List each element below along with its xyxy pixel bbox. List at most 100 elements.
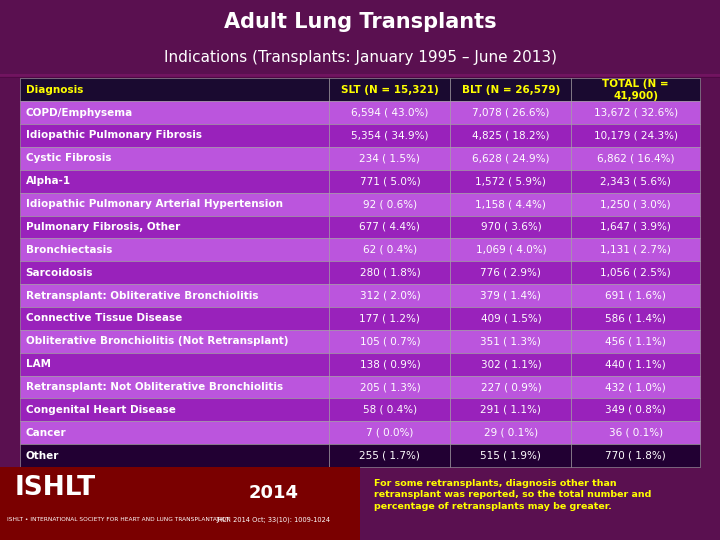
Bar [451, 193, 572, 215]
Bar [330, 101, 451, 124]
Bar [0, 76, 720, 77]
Text: 409 ( 1.5%): 409 ( 1.5%) [480, 313, 541, 323]
Text: 1,069 ( 4.0%): 1,069 ( 4.0%) [476, 245, 546, 255]
Bar [20, 284, 330, 307]
Bar [0, 75, 720, 77]
Text: 10,179 ( 24.3%): 10,179 ( 24.3%) [593, 131, 678, 140]
Bar [0, 75, 720, 77]
Text: 1,158 ( 4.4%): 1,158 ( 4.4%) [475, 199, 546, 209]
Bar [0, 75, 720, 77]
Bar [572, 238, 700, 261]
Bar [572, 284, 700, 307]
Text: 440 ( 1.1%): 440 ( 1.1%) [606, 359, 666, 369]
Text: Idiopathic Pulmonary Arterial Hypertension: Idiopathic Pulmonary Arterial Hypertensi… [26, 199, 282, 209]
Text: 456 ( 1.1%): 456 ( 1.1%) [606, 336, 666, 346]
Text: 1,250 ( 3.0%): 1,250 ( 3.0%) [600, 199, 671, 209]
Bar [20, 307, 330, 330]
Text: 351 ( 1.3%): 351 ( 1.3%) [480, 336, 541, 346]
Text: 205 ( 1.3%): 205 ( 1.3%) [359, 382, 420, 392]
Bar [572, 101, 700, 124]
Text: BLT (N = 26,579): BLT (N = 26,579) [462, 85, 560, 94]
Bar [20, 444, 330, 467]
Bar [0, 75, 720, 77]
Bar [572, 399, 700, 421]
Bar [330, 170, 451, 193]
Bar [330, 147, 451, 170]
Bar [0, 76, 720, 78]
Bar [330, 307, 451, 330]
Bar [451, 444, 572, 467]
Text: 312 ( 2.0%): 312 ( 2.0%) [359, 291, 420, 301]
Bar [0, 76, 720, 78]
Bar [20, 215, 330, 238]
Bar [0, 75, 720, 77]
Text: LAM: LAM [26, 359, 50, 369]
Bar [451, 399, 572, 421]
Text: 515 ( 1.9%): 515 ( 1.9%) [480, 451, 541, 461]
Bar [0, 76, 720, 77]
Bar [0, 76, 720, 78]
Bar [0, 76, 720, 78]
Bar [0, 76, 720, 78]
Bar [330, 193, 451, 215]
Bar [20, 399, 330, 421]
Text: 7,078 ( 26.6%): 7,078 ( 26.6%) [472, 107, 549, 118]
Text: 13,672 ( 32.6%): 13,672 ( 32.6%) [593, 107, 678, 118]
Bar [451, 421, 572, 444]
Text: 58 ( 0.4%): 58 ( 0.4%) [363, 405, 417, 415]
Bar [0, 76, 720, 78]
Text: For some retransplants, diagnosis other than
retransplant was reported, so the t: For some retransplants, diagnosis other … [374, 478, 652, 511]
Bar [572, 421, 700, 444]
Text: 291 ( 1.1%): 291 ( 1.1%) [480, 405, 541, 415]
Text: 677 ( 4.4%): 677 ( 4.4%) [359, 222, 420, 232]
Text: 138 ( 0.9%): 138 ( 0.9%) [359, 359, 420, 369]
Text: ISHLT • INTERNATIONAL SOCIETY FOR HEART AND LUNG TRANSPLANTATION: ISHLT • INTERNATIONAL SOCIETY FOR HEART … [7, 517, 231, 522]
Text: 177 ( 1.2%): 177 ( 1.2%) [359, 313, 420, 323]
Bar [20, 193, 330, 215]
Bar [451, 78, 572, 101]
Text: 7 ( 0.0%): 7 ( 0.0%) [366, 428, 413, 438]
Bar [572, 307, 700, 330]
Bar [0, 76, 720, 78]
Bar [451, 124, 572, 147]
Bar [0, 76, 720, 78]
Bar [451, 353, 572, 376]
Text: 771 ( 5.0%): 771 ( 5.0%) [359, 176, 420, 186]
Text: Retransplant: Not Obliterative Bronchiolitis: Retransplant: Not Obliterative Bronchiol… [26, 382, 283, 392]
Text: 1,056 ( 2.5%): 1,056 ( 2.5%) [600, 268, 671, 278]
Bar [0, 75, 720, 77]
Bar [451, 238, 572, 261]
Bar [451, 330, 572, 353]
Bar [572, 215, 700, 238]
Text: 29 ( 0.1%): 29 ( 0.1%) [484, 428, 538, 438]
Text: Indications (Transplants: January 1995 – June 2013): Indications (Transplants: January 1995 –… [163, 50, 557, 65]
Text: 1,572 ( 5.9%): 1,572 ( 5.9%) [475, 176, 546, 186]
Bar [0, 75, 720, 77]
Bar [451, 376, 572, 399]
Bar [0, 467, 360, 540]
Bar [451, 307, 572, 330]
Text: 1,647 ( 3.9%): 1,647 ( 3.9%) [600, 222, 671, 232]
Bar [572, 170, 700, 193]
Bar [330, 444, 451, 467]
Bar [20, 421, 330, 444]
Bar [572, 124, 700, 147]
Bar [451, 215, 572, 238]
Bar [330, 238, 451, 261]
Bar [330, 78, 451, 101]
Bar [0, 75, 720, 77]
Text: Connective Tissue Disease: Connective Tissue Disease [26, 313, 182, 323]
Bar [0, 75, 720, 77]
Bar [0, 76, 720, 78]
Text: 5,354 ( 34.9%): 5,354 ( 34.9%) [351, 131, 428, 140]
Bar [20, 376, 330, 399]
Bar [0, 75, 720, 76]
Text: 36 ( 0.1%): 36 ( 0.1%) [608, 428, 662, 438]
Text: ISHLT: ISHLT [14, 475, 96, 501]
Bar [0, 76, 720, 78]
Bar [451, 261, 572, 284]
Bar [0, 75, 720, 77]
Text: 770 ( 1.8%): 770 ( 1.8%) [606, 451, 666, 461]
Text: 2,343 ( 5.6%): 2,343 ( 5.6%) [600, 176, 671, 186]
Bar [0, 75, 720, 77]
